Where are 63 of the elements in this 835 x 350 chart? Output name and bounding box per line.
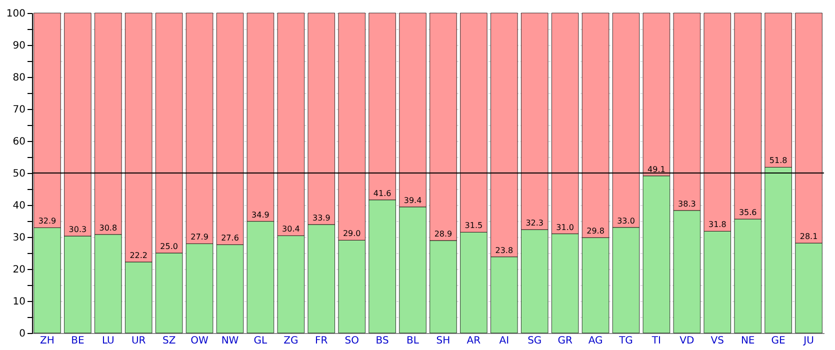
y-tick-label: 50 — [12, 168, 26, 180]
x-tick-label: ZG — [284, 336, 298, 346]
data-label: 41.6 — [373, 188, 392, 198]
x-tick-label: TI — [650, 336, 661, 346]
y-tick-label: 30 — [12, 232, 26, 244]
data-label: 49.1 — [648, 164, 666, 174]
x-tick-label: NW — [221, 336, 239, 346]
data-label: 32.3 — [526, 218, 544, 228]
x-tick-label: GE — [771, 336, 786, 346]
x-tick-label: VD — [680, 336, 694, 346]
data-label: 23.8 — [495, 246, 514, 255]
x-tick-label: AR — [466, 336, 481, 346]
x-tick-label: SH — [436, 336, 450, 346]
y-tick-label: 80 — [12, 72, 26, 84]
x-tick-label: TG — [618, 336, 633, 346]
x-tick-label: AG — [588, 336, 603, 346]
x-tick-label: SO — [344, 336, 360, 346]
x-tick-label: BL — [406, 336, 420, 346]
x-tick-label: JU — [802, 336, 814, 346]
data-label: 30.8 — [99, 223, 118, 232]
x-tick-label: AI — [499, 336, 510, 346]
x-tick-label: SG — [528, 336, 542, 346]
data-label: 27.9 — [190, 232, 208, 242]
y-tick-label: 10 — [12, 296, 26, 308]
y-tick-label: 60 — [12, 136, 26, 148]
data-label: 33.0 — [617, 216, 635, 226]
x-tick-label: SZ — [162, 336, 176, 346]
data-label: 27.6 — [221, 234, 239, 243]
data-label: 25.0 — [160, 242, 178, 251]
x-tick-label: GL — [254, 336, 268, 346]
y-tick-label: 90 — [12, 40, 26, 52]
x-tick-label: VS — [710, 336, 724, 346]
data-label: 38.3 — [678, 199, 696, 208]
data-label: 51.8 — [769, 156, 788, 166]
data-label: 30.3 — [68, 225, 87, 234]
data-label: 29.0 — [342, 229, 361, 238]
x-tick-label: ZH — [40, 336, 54, 346]
y-tick-label: 100 — [6, 8, 26, 20]
data-label: 29.8 — [586, 226, 604, 236]
data-label: 33.9 — [312, 214, 330, 223]
data-label: 31.0 — [556, 222, 574, 232]
y-tick-label: 0 — [19, 328, 26, 340]
data-label: 31.8 — [708, 220, 726, 230]
x-tick-label: BE — [71, 336, 84, 346]
data-label: 28.9 — [434, 230, 452, 239]
x-tick-label: GR — [558, 336, 572, 346]
data-label: 22.2 — [130, 250, 148, 260]
x-tick-label: LU — [102, 336, 114, 346]
x-tick-label: OW — [190, 336, 209, 346]
data-label: 35.6 — [738, 208, 757, 218]
data-label: 32.9 — [38, 216, 56, 226]
x-tick-label: FR — [315, 336, 328, 346]
x-tick-label: NE — [740, 336, 755, 346]
data-label: 28.1 — [800, 232, 818, 242]
y-tick-label: 70 — [12, 104, 26, 116]
y-tick-label: 20 — [12, 264, 26, 276]
data-label: 31.5 — [464, 221, 483, 230]
data-label: 34.9 — [252, 210, 270, 220]
data-label: 30.4 — [282, 224, 300, 234]
x-tick-label: BS — [376, 336, 389, 346]
y-tick-label: 40 — [12, 200, 26, 212]
data-label: 39.4 — [404, 196, 422, 205]
x-tick-label: UR — [131, 336, 146, 346]
